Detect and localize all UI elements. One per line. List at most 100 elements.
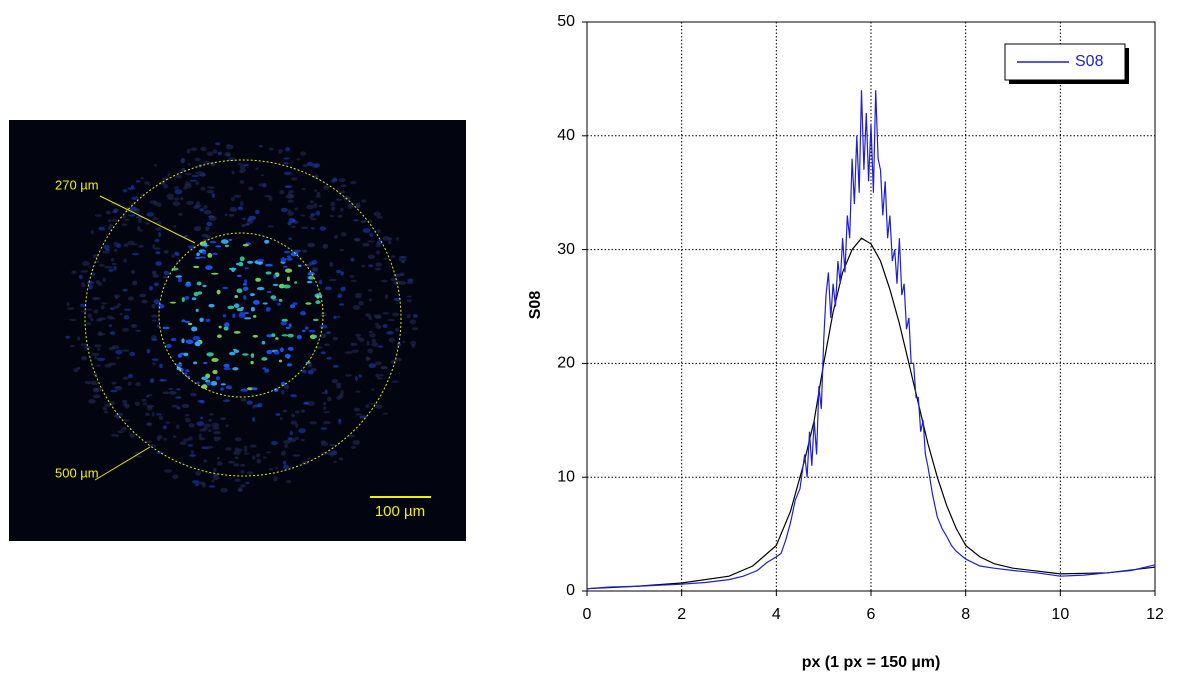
speckle bbox=[155, 227, 162, 231]
speckle bbox=[108, 268, 114, 273]
speckle bbox=[92, 394, 101, 399]
speckle bbox=[291, 413, 296, 418]
speckle bbox=[332, 337, 338, 341]
speckle bbox=[184, 320, 190, 323]
speckle bbox=[216, 461, 223, 466]
speckle bbox=[330, 201, 336, 207]
speckle bbox=[332, 177, 338, 182]
speckle bbox=[387, 237, 393, 241]
speckle bbox=[226, 153, 232, 157]
speckle bbox=[188, 423, 195, 428]
speckle bbox=[374, 322, 379, 326]
speckle bbox=[294, 436, 300, 440]
speckle bbox=[152, 274, 159, 278]
speckle bbox=[350, 279, 358, 282]
speckle bbox=[105, 248, 111, 251]
speckle bbox=[102, 277, 106, 283]
speckle bbox=[374, 267, 382, 271]
speckle bbox=[203, 361, 208, 365]
speckle bbox=[322, 243, 329, 249]
speckle bbox=[380, 279, 388, 283]
x-tick-label: 0 bbox=[583, 606, 592, 623]
speckle bbox=[151, 338, 158, 341]
chart: 0 2 4 6 8 10 12 0 10 20 30 40 50 px (1 px = 150 µm) S0… bbox=[527, 13, 1164, 671]
speckle bbox=[272, 283, 279, 287]
speckle bbox=[161, 177, 170, 181]
speckle bbox=[162, 425, 167, 430]
speckle bbox=[319, 333, 327, 339]
speckle bbox=[209, 413, 214, 416]
speckle bbox=[396, 273, 404, 277]
speckle bbox=[195, 256, 201, 260]
speckle bbox=[152, 362, 156, 365]
speckle bbox=[283, 250, 291, 254]
speckle bbox=[301, 369, 307, 374]
speckle bbox=[187, 444, 193, 447]
speckle bbox=[260, 174, 264, 177]
speckle bbox=[313, 163, 321, 168]
speckle bbox=[240, 463, 246, 467]
speckle bbox=[113, 241, 119, 247]
speckle bbox=[294, 207, 299, 211]
speckle bbox=[162, 391, 170, 395]
speckle bbox=[256, 458, 262, 464]
speckle bbox=[282, 409, 288, 413]
inner-circle bbox=[158, 232, 324, 398]
speckle bbox=[387, 319, 396, 321]
speckle bbox=[122, 327, 129, 332]
speckle bbox=[240, 484, 246, 488]
speckle bbox=[306, 161, 314, 167]
speckle bbox=[220, 239, 229, 244]
speckle bbox=[239, 256, 245, 262]
speckle bbox=[81, 261, 90, 266]
speckle bbox=[286, 257, 293, 261]
speckle bbox=[337, 214, 343, 218]
speckle bbox=[367, 240, 375, 243]
speckle bbox=[377, 377, 383, 380]
speckle bbox=[123, 243, 129, 248]
speckle bbox=[211, 252, 219, 256]
speckle bbox=[252, 334, 258, 338]
speckle bbox=[208, 418, 212, 422]
speckle bbox=[123, 308, 132, 311]
speckle bbox=[225, 385, 233, 390]
speckle bbox=[231, 170, 235, 175]
speckle bbox=[95, 280, 101, 284]
speckle bbox=[264, 368, 270, 373]
speckle bbox=[146, 404, 155, 408]
speckle bbox=[213, 430, 221, 435]
speckle bbox=[242, 217, 246, 220]
speckle bbox=[311, 227, 315, 230]
speckle bbox=[141, 299, 148, 304]
speckle bbox=[180, 196, 184, 201]
speckle bbox=[203, 459, 208, 463]
speckle bbox=[270, 295, 277, 300]
speckle bbox=[111, 219, 120, 222]
speckle bbox=[208, 429, 212, 433]
speckle bbox=[371, 342, 379, 347]
speckle bbox=[240, 469, 245, 474]
speckle bbox=[71, 270, 77, 275]
speckle bbox=[146, 349, 151, 354]
speckle bbox=[175, 424, 180, 430]
speckle bbox=[234, 295, 238, 299]
speckle bbox=[236, 162, 244, 165]
speckle bbox=[406, 281, 414, 285]
speckle bbox=[98, 226, 106, 231]
speckle bbox=[233, 331, 241, 334]
speckle bbox=[127, 296, 134, 301]
speckle bbox=[163, 250, 169, 254]
speckle bbox=[338, 418, 342, 423]
x-tick-label: 2 bbox=[677, 606, 686, 623]
speckle bbox=[94, 260, 100, 264]
speckle bbox=[341, 190, 345, 194]
speckle bbox=[165, 343, 172, 349]
speckle bbox=[199, 317, 204, 322]
speckle bbox=[227, 157, 236, 162]
speckle bbox=[246, 471, 254, 475]
speckle bbox=[316, 191, 321, 196]
speckle bbox=[382, 312, 390, 315]
speckle bbox=[338, 393, 344, 399]
speckle bbox=[331, 378, 338, 384]
speckle bbox=[200, 186, 206, 191]
